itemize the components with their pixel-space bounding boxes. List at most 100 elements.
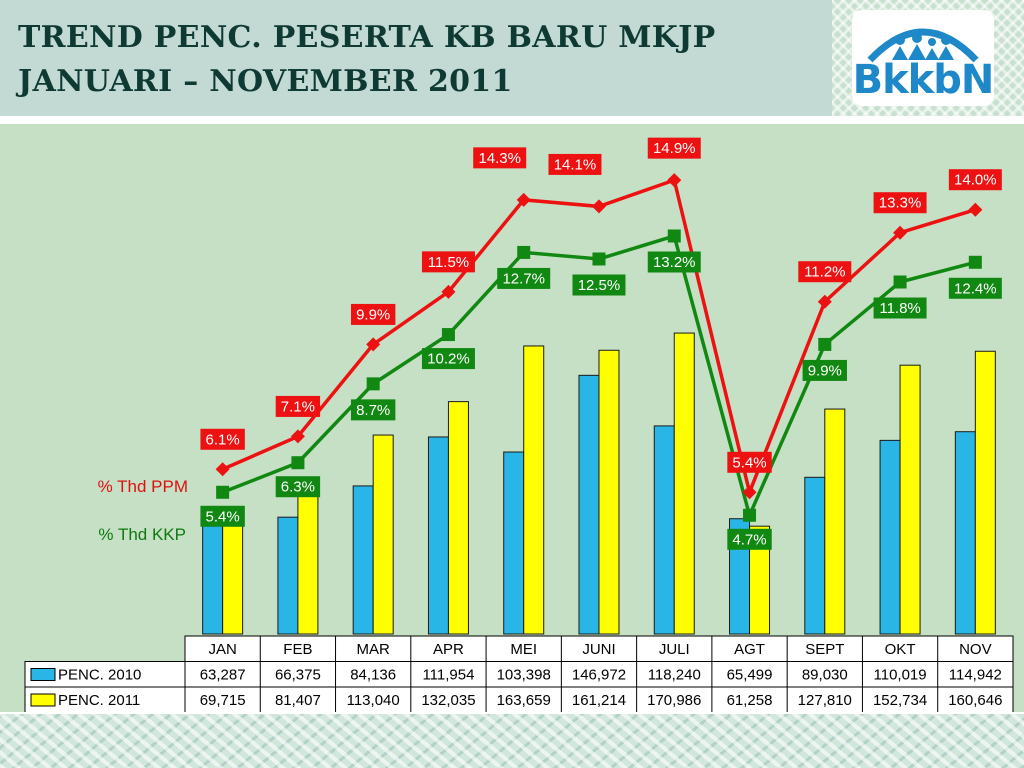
ppm-marker — [893, 225, 908, 240]
table-cell-2010: 118,240 — [648, 667, 701, 684]
kkp-data-label: 11.8% — [873, 297, 927, 319]
kkp-marker — [968, 255, 982, 269]
table-cell-2011: 132,035 — [421, 692, 475, 709]
table-cell-2010: 84,136 — [350, 667, 396, 684]
ppm-data-label-box — [727, 451, 772, 473]
kkp-data-label: 6.3% — [275, 476, 321, 498]
kkp-data-label-box — [948, 277, 1002, 299]
table-category-label: JULI — [659, 641, 690, 658]
kkp-data-label-box — [727, 528, 772, 550]
kkp-data-label-box — [873, 297, 927, 319]
ppm-data-label-text: 7.1% — [281, 398, 315, 415]
kkp-data-label: 10.2% — [421, 348, 475, 370]
bar-penc-2011 — [974, 350, 996, 635]
ppm-data-label: 14.1% — [548, 153, 602, 175]
ppm-data-label-text: 13.3% — [879, 195, 922, 212]
legend-kkp: % Thd KKP — [98, 525, 186, 544]
logo-area: BkkbN — [832, 0, 1024, 116]
kkp-data-label: 12.4% — [948, 277, 1002, 299]
bar-penc-2010 — [879, 439, 901, 635]
kkp-marker — [441, 328, 455, 342]
ppm-data-label-text: 14.0% — [954, 172, 997, 189]
bar-penc-2010 — [954, 431, 976, 635]
table-header-row — [184, 635, 1014, 662]
ppm-data-label-text: 14.1% — [554, 156, 597, 173]
kkp-marker — [818, 337, 832, 351]
kkp-marker — [743, 508, 757, 522]
table-cell-2010: 114,942 — [949, 667, 1002, 684]
kkp-marker — [366, 377, 380, 391]
bkkbn-logo: BkkbN — [852, 10, 994, 106]
title-line-2: JANUARI – NOVEMBER 2011 — [18, 64, 513, 99]
table-cell-2011: 61,258 — [727, 692, 773, 709]
ppm-marker — [366, 337, 381, 352]
ppm-data-label-box — [798, 261, 852, 283]
table-cell-2011: 163,659 — [497, 692, 551, 709]
kkp-marker — [517, 245, 531, 259]
ppm-data-label-text: 6.1% — [206, 431, 240, 448]
table-category-label: OKT — [885, 641, 916, 658]
table-cell-2010: 66,375 — [275, 667, 321, 684]
kkp-data-label-box — [647, 251, 701, 273]
kkp-data-label-box — [275, 476, 321, 498]
ppm-data-label-box — [647, 137, 701, 159]
ppm-marker — [968, 202, 983, 217]
header-divider — [0, 116, 1024, 124]
table-cell-2010: 103,398 — [497, 667, 551, 684]
kkp-data-label: 5.4% — [200, 505, 245, 527]
kkp-marker — [291, 456, 305, 470]
kkp-data-label-text: 5.4% — [206, 508, 240, 525]
ppm-marker — [290, 429, 305, 444]
chart-panel: 6.1% 7.1% 9.9% 11.5% 14.3% 14.1% 14.9% 5.4% 11.2… — [0, 124, 1024, 712]
family-figures-arch-logo-icon — [867, 28, 979, 63]
table-cell-2011: 170,986 — [647, 692, 701, 709]
ppm-data-label: 14.0% — [948, 169, 1002, 191]
ppm-marker — [817, 294, 832, 309]
kkp-data-label-text: 6.3% — [281, 479, 315, 496]
table-cell-2011: 161,214 — [572, 692, 626, 709]
logo-text: BkkbN — [852, 57, 995, 103]
ppm-data-label-box — [548, 153, 602, 175]
bar-penc-2010 — [202, 522, 224, 635]
kkp-data-label: 13.2% — [647, 251, 701, 273]
kkp-marker — [216, 485, 230, 499]
table-category-label: APR — [433, 641, 464, 658]
bar-penc-2011 — [598, 349, 620, 635]
kkp-data-label-box — [421, 348, 475, 370]
bar-penc-2010 — [653, 425, 675, 635]
kkp-data-label: 4.7% — [727, 528, 772, 550]
kkp-data-label-box — [200, 505, 245, 527]
ppm-data-label: 11.5% — [421, 251, 475, 273]
table-cell-2011: 69,715 — [200, 692, 246, 709]
kkp-data-label-box — [572, 274, 626, 296]
table-category-label: JUNI — [582, 641, 615, 658]
ppm-data-label-box — [200, 428, 245, 450]
slide-title: TREND PENC. PESERTA KB BARU MKJP JANUARI… — [18, 16, 716, 104]
bar-penc-2010 — [352, 485, 374, 635]
kkp-data-label-text: 4.7% — [732, 531, 766, 548]
ppm-data-label-box — [473, 147, 527, 169]
title-bar: TREND PENC. PESERTA KB BARU MKJP JANUARI… — [0, 0, 832, 116]
kkp-data-label-text: 13.2% — [653, 254, 696, 271]
bar-penc-2011 — [899, 364, 921, 635]
table-category-label: SEPT — [805, 641, 844, 658]
kkp-data-label-text: 12.5% — [578, 277, 621, 294]
legend-key-2010 — [30, 668, 56, 681]
ppm-marker — [441, 284, 456, 299]
ppm-marker — [667, 173, 682, 188]
bar-penc-2011 — [749, 525, 771, 635]
legend-key-2011 — [30, 693, 56, 707]
kkp-data-label: 8.7% — [350, 399, 396, 421]
table-category-label: MAR — [357, 641, 391, 658]
decorative-footer — [0, 714, 1024, 768]
bar-penc-2011 — [372, 434, 394, 635]
bar-penc-2011 — [673, 332, 695, 635]
table-cell-2010: 110,019 — [874, 667, 927, 684]
ppm-data-label-text: 14.9% — [653, 140, 696, 157]
kkp-marker — [893, 275, 907, 289]
legend-ppm: % Thd PPM — [98, 477, 188, 496]
bar-penc-2010 — [804, 476, 826, 635]
ppm-data-label-box — [873, 192, 927, 214]
kkp-marker — [667, 229, 681, 243]
kkp-data-label-text: 12.4% — [954, 280, 997, 297]
